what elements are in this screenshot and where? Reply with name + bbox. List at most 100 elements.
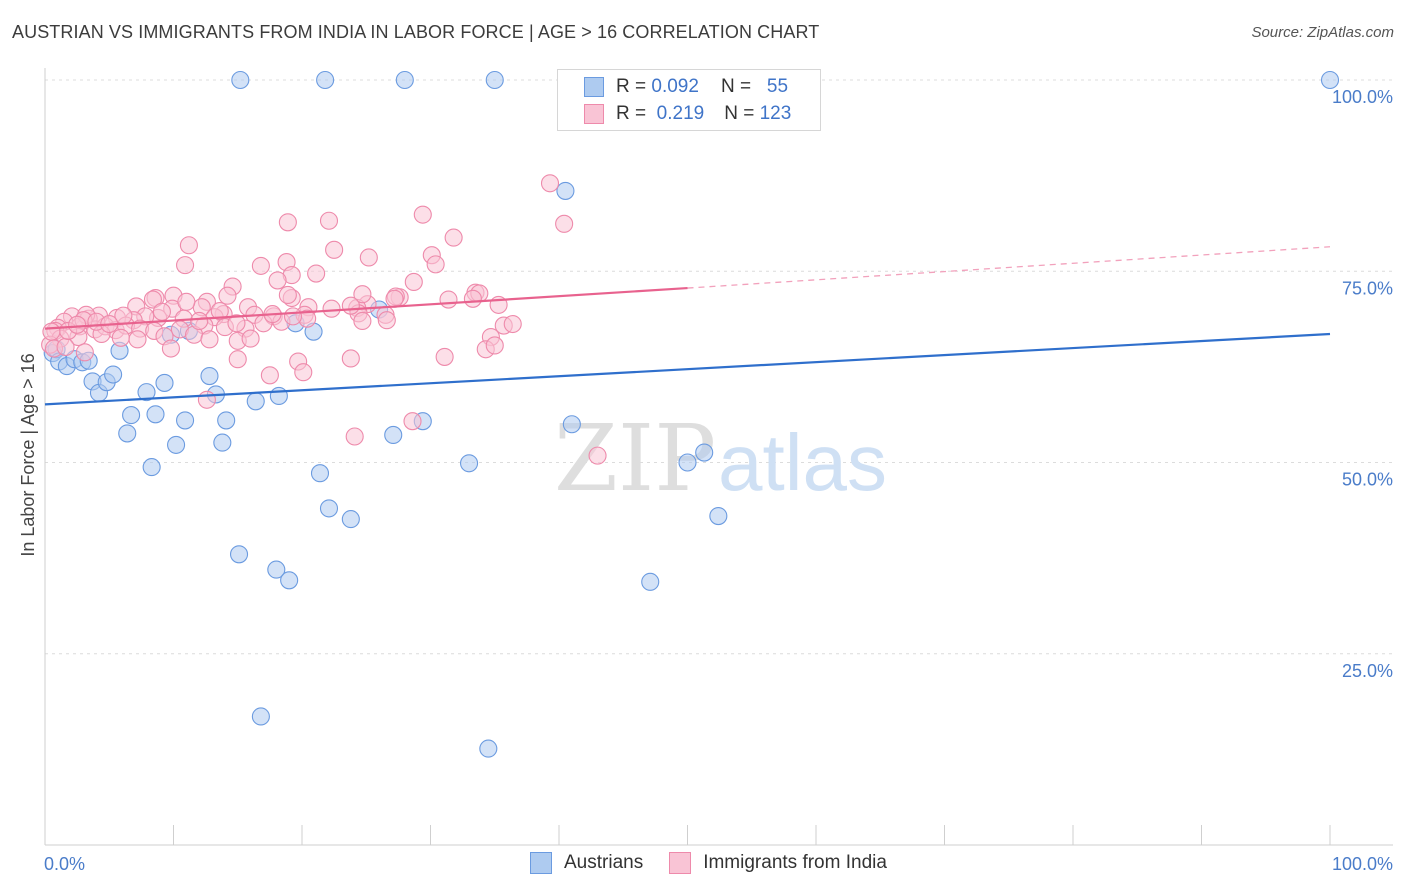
data-point <box>403 412 422 431</box>
data-point <box>353 285 372 304</box>
data-point <box>176 256 195 275</box>
data-point <box>228 350 247 369</box>
trend-line-india <box>44 286 688 330</box>
series-legend: Austrians Immigrants from India <box>530 852 913 874</box>
data-point <box>341 510 360 529</box>
data-point <box>143 290 162 309</box>
data-point <box>413 205 432 224</box>
y-tick-label-25: 25.0% <box>1342 661 1393 681</box>
data-point <box>241 329 260 348</box>
trend-lines <box>44 246 1331 406</box>
data-point <box>444 228 463 247</box>
data-point <box>75 343 94 362</box>
data-point <box>122 406 141 425</box>
legend-swatch-india <box>669 852 692 874</box>
data-point <box>56 337 75 357</box>
legend-n-label: N = <box>724 103 755 124</box>
data-point <box>709 506 728 526</box>
data-point <box>246 392 265 411</box>
legend-r-value: 0.219 <box>656 103 705 124</box>
data-point <box>200 367 219 386</box>
data-point <box>695 443 714 462</box>
x-tick-label-100: 100.0% <box>1332 854 1393 874</box>
data-point <box>104 365 123 384</box>
data-point <box>217 411 236 430</box>
data-point <box>353 311 372 331</box>
legend-n-value: 123 <box>759 103 792 124</box>
data-point <box>269 386 288 405</box>
legend-r-label: R = <box>616 76 647 97</box>
data-point <box>426 255 445 274</box>
y-tick-label-50: 50.0% <box>1342 470 1393 490</box>
data-point <box>588 446 607 465</box>
data-point <box>307 264 326 283</box>
data-point <box>229 545 249 564</box>
data-point <box>251 256 270 275</box>
data-point <box>435 347 454 366</box>
data-point <box>385 289 404 308</box>
data-point <box>167 435 186 454</box>
data-point <box>177 292 196 311</box>
data-point <box>503 314 522 334</box>
trend-line-austrians <box>44 332 1331 406</box>
x-tick-label-0: 0.0% <box>44 854 85 874</box>
watermark-atlas: atlas <box>718 418 887 507</box>
data-point <box>42 322 61 341</box>
data-point <box>377 311 396 330</box>
data-point <box>210 301 229 321</box>
data-point <box>278 213 297 232</box>
series-austrians <box>43 70 1340 758</box>
y-tick-label-100: 100.0% <box>1332 87 1393 107</box>
data-point <box>218 286 237 305</box>
data-point <box>678 453 697 472</box>
data-point <box>319 499 339 518</box>
legend-swatch-austrians <box>584 77 604 97</box>
data-point <box>345 427 364 446</box>
data-point <box>197 390 216 409</box>
data-point <box>384 425 403 445</box>
legend-swatch-austrians <box>530 852 552 874</box>
data-point <box>359 248 378 267</box>
legend-swatch-india <box>584 104 604 124</box>
chart-title: AUSTRIAN VS IMMIGRANTS FROM INDIA IN LAB… <box>12 22 820 42</box>
stats-legend: R = 0.092 N = 55 R = 0.219 N = 123 <box>557 69 821 131</box>
data-point <box>231 70 250 90</box>
data-point <box>341 349 360 368</box>
trend-line-india-extension <box>687 246 1331 289</box>
data-point <box>341 296 360 315</box>
legend-label-austrians: Austrians <box>564 852 644 873</box>
data-point <box>137 383 156 402</box>
legend-r-label: R = <box>616 103 647 124</box>
data-point <box>268 271 287 290</box>
data-point <box>278 285 297 305</box>
legend-n-label: N = <box>720 76 752 97</box>
data-point <box>118 424 137 443</box>
legend-n-value: 55 <box>766 76 789 97</box>
data-points <box>41 70 1340 758</box>
data-point <box>128 330 147 349</box>
data-point <box>485 336 504 355</box>
data-point <box>227 314 246 333</box>
data-point <box>555 214 574 233</box>
data-point <box>213 433 232 452</box>
data-point <box>404 272 423 292</box>
y-tick-labels: 25.0% 50.0% 75.0% 100.0% <box>1332 87 1393 681</box>
data-point <box>556 181 575 200</box>
data-point <box>176 411 195 430</box>
data-point <box>152 302 171 321</box>
legend-label-india: Immigrants from India <box>703 852 887 873</box>
data-point <box>280 571 299 590</box>
data-point <box>316 70 335 90</box>
data-point <box>641 572 660 591</box>
y-axis-label: In Labor Force | Age > 16 <box>18 353 38 556</box>
data-point <box>395 70 414 90</box>
data-point <box>294 363 313 382</box>
data-point <box>161 339 180 358</box>
chart-source: Source: ZipAtlas.com <box>1251 24 1394 41</box>
data-point <box>260 366 279 385</box>
data-point <box>1320 70 1340 90</box>
data-point <box>111 328 130 347</box>
data-point <box>190 311 209 331</box>
data-point <box>68 315 87 334</box>
data-point <box>439 290 458 309</box>
